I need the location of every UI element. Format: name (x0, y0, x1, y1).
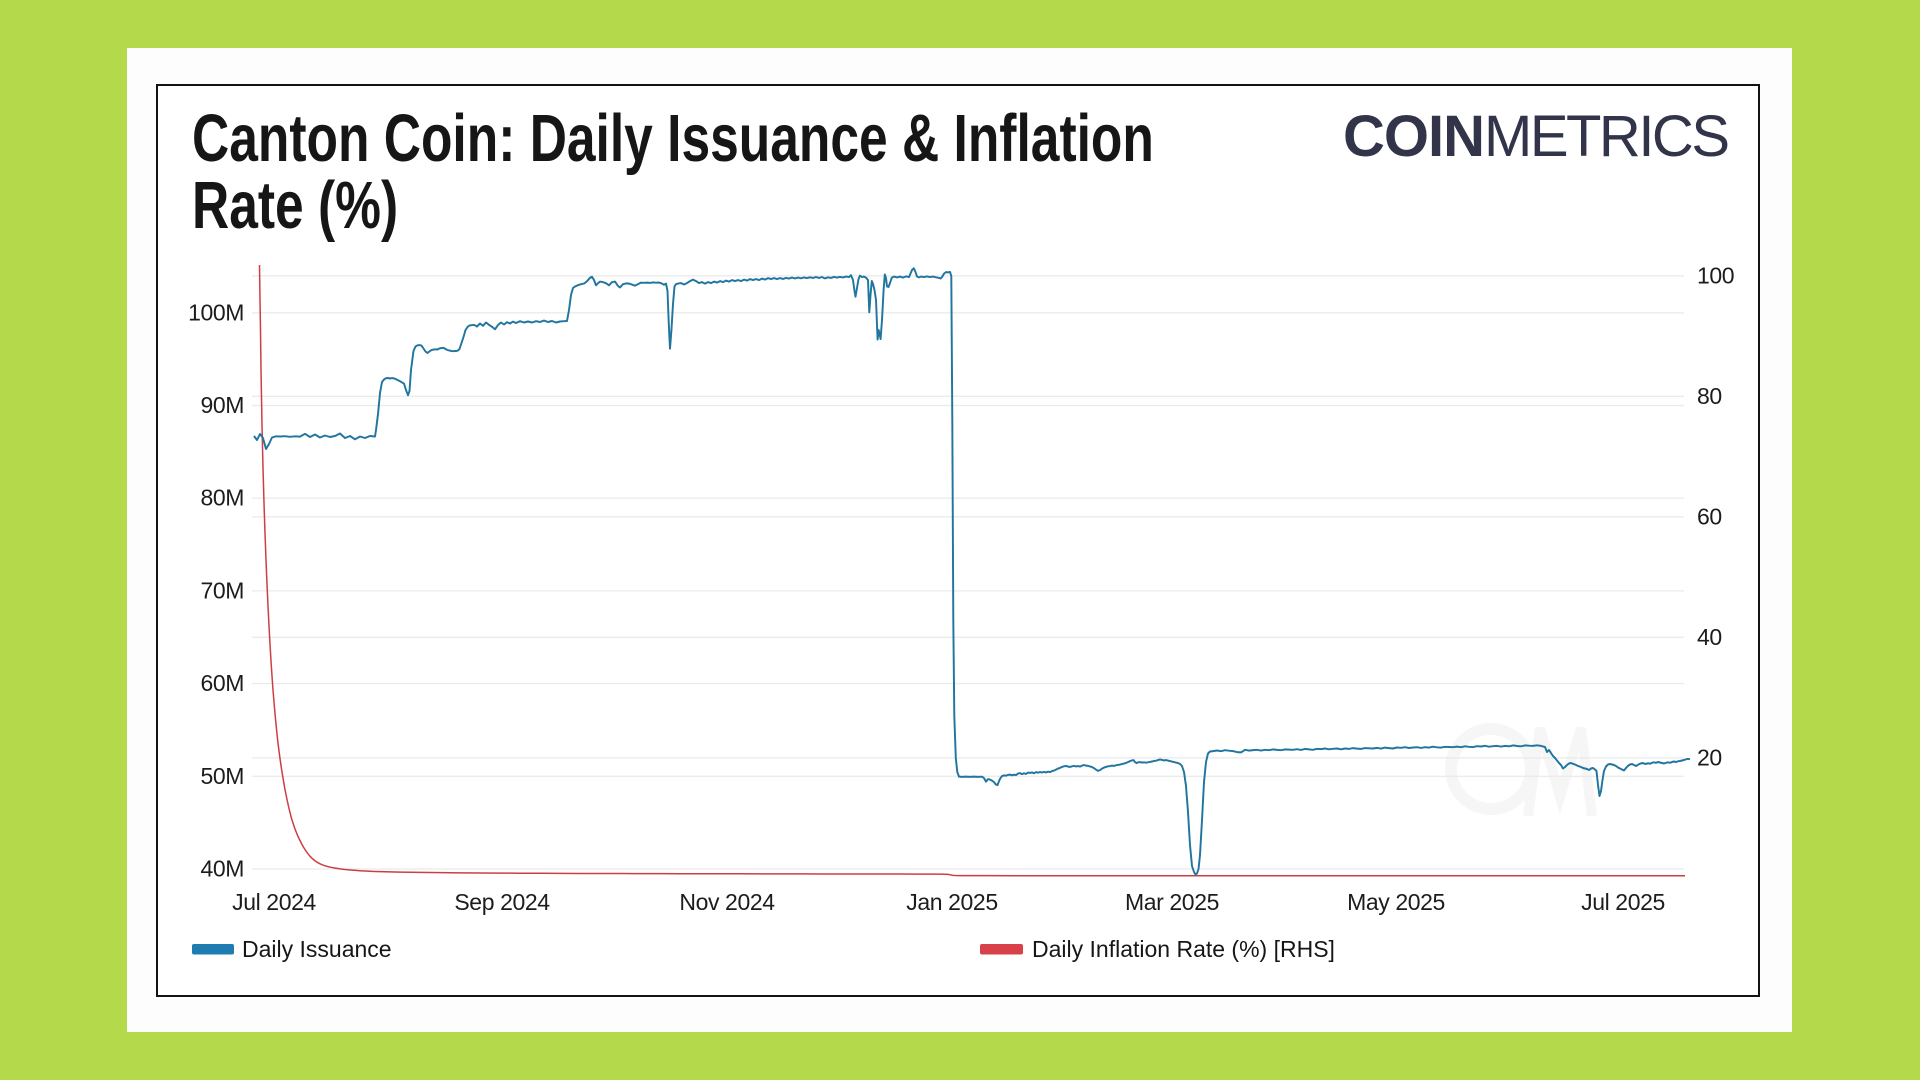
svg-text:Jul 2024: Jul 2024 (232, 889, 316, 915)
svg-text:80M: 80M (200, 485, 244, 511)
svg-text:Daily Inflation Rate (%) [RHS]: Daily Inflation Rate (%) [RHS] (1032, 936, 1335, 962)
svg-text:50M: 50M (200, 763, 244, 789)
svg-text:Sep 2024: Sep 2024 (454, 889, 550, 915)
svg-text:60M: 60M (200, 670, 244, 696)
svg-text:40: 40 (1697, 624, 1722, 650)
svg-text:60: 60 (1697, 503, 1722, 529)
svg-text:Nov 2024: Nov 2024 (679, 889, 775, 915)
svg-text:80: 80 (1697, 383, 1722, 409)
svg-text:May 2025: May 2025 (1347, 889, 1445, 915)
svg-text:100: 100 (1697, 262, 1734, 288)
svg-text:20: 20 (1697, 744, 1722, 770)
svg-text:Daily Issuance: Daily Issuance (242, 936, 392, 962)
svg-text:Jul 2025: Jul 2025 (1581, 889, 1665, 915)
svg-text:40M: 40M (200, 856, 244, 882)
svg-text:Mar 2025: Mar 2025 (1125, 889, 1219, 915)
svg-text:90M: 90M (200, 392, 244, 418)
svg-text:Jan 2025: Jan 2025 (906, 889, 997, 915)
svg-text:100M: 100M (188, 299, 244, 325)
svg-text:70M: 70M (200, 577, 244, 603)
